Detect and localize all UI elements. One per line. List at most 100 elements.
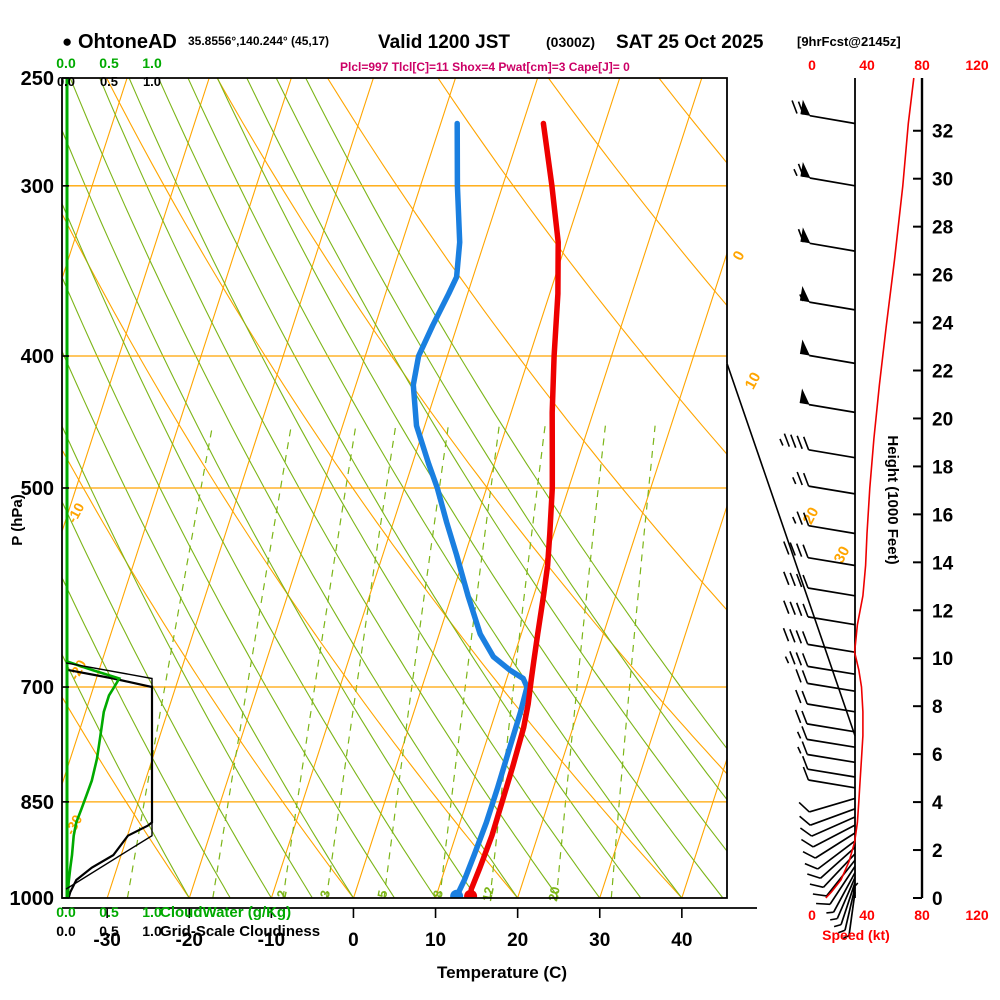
height-tick-label: 10 bbox=[932, 649, 953, 670]
wind-barb bbox=[779, 433, 856, 459]
moist-adiabat-line bbox=[62, 202, 436, 898]
height-tick-label: 18 bbox=[932, 457, 953, 478]
wind-barb bbox=[800, 824, 856, 848]
cloudiness-tick-label: 0.5 bbox=[99, 923, 119, 939]
height-axis-label: Height (1000 Feet) bbox=[884, 435, 901, 564]
moist-adiabat-line bbox=[128, 78, 601, 898]
mixing-ratio-label: 2 bbox=[274, 889, 290, 899]
isotherm-label: 0 bbox=[730, 248, 749, 263]
height-tick-label: 6 bbox=[932, 745, 943, 766]
mixing-ratio-line bbox=[325, 425, 397, 898]
mixing-ratio-label: 5 bbox=[374, 889, 390, 899]
wind-barb bbox=[838, 887, 856, 934]
temperature-curve bbox=[467, 120, 561, 898]
speed-tick-label: 40 bbox=[859, 907, 875, 923]
pressure-axis-label: P (hPa) bbox=[9, 494, 26, 545]
wind-barb bbox=[816, 865, 856, 906]
speed-tick-label: 120 bbox=[965, 907, 989, 923]
wind-barb bbox=[794, 709, 856, 733]
cloudwater-tick-label: 0.0 bbox=[56, 904, 76, 920]
cloudiness-axis-label: Grid-Scale Cloudiness bbox=[160, 923, 320, 940]
temperature-tick-label: 10 bbox=[425, 930, 446, 951]
dry-adiabat-line bbox=[990, 78, 1000, 898]
dry-adiabat-line bbox=[437, 78, 727, 456]
wind-barb bbox=[799, 286, 856, 311]
wind-barb bbox=[796, 726, 856, 749]
cloudwater-tick-label: 0.5 bbox=[99, 904, 119, 920]
height-tick-label: 16 bbox=[932, 505, 953, 526]
mixing-ratio-line bbox=[383, 425, 449, 898]
wind-barb bbox=[783, 571, 856, 597]
wind-barb bbox=[795, 689, 856, 713]
pressure-tick-label: 400 bbox=[21, 346, 54, 368]
mixing-ratio-line bbox=[489, 425, 546, 898]
pressure-tick-label: 700 bbox=[21, 677, 54, 699]
mixing-ratio-label: 20 bbox=[545, 885, 563, 902]
speed-tick-label-top: 80 bbox=[914, 57, 930, 73]
moist-adiabat-line bbox=[62, 424, 313, 898]
cloudwater-tick-label-top: 0.0 bbox=[56, 55, 76, 71]
speed-axis-label: Speed (kt) bbox=[822, 927, 890, 943]
pressure-tick-label: 250 bbox=[21, 68, 54, 90]
height-tick-label: 2 bbox=[932, 841, 943, 862]
moist-adiabat-line bbox=[99, 78, 560, 898]
wind-barb bbox=[783, 541, 856, 567]
height-tick-label: 12 bbox=[932, 601, 953, 622]
temperature-tick-label: 30 bbox=[589, 930, 610, 951]
isotherm-label: 30 bbox=[831, 544, 854, 567]
moist-adiabat-line bbox=[187, 78, 683, 898]
cloudiness-tick-label: 0.0 bbox=[56, 923, 76, 939]
wind-barb bbox=[792, 471, 856, 495]
wind-barb bbox=[826, 872, 856, 914]
wind-barb bbox=[791, 99, 856, 125]
isotherm-line bbox=[764, 78, 1000, 898]
wind-barb bbox=[802, 766, 856, 789]
cloudiness-profile bbox=[67, 668, 154, 899]
skew-boundary bbox=[726, 363, 856, 736]
moist-adiabat-line bbox=[275, 78, 727, 801]
speed-tick-label: 0 bbox=[808, 907, 816, 923]
valid-time: Valid 1200 JST bbox=[378, 32, 510, 53]
stability-parameters: Plcl=997 Tlcl[C]=11 Shox=4 Pwat[cm]=3 Ca… bbox=[340, 60, 630, 74]
cloudwater-tick-label: 1.0 bbox=[142, 904, 162, 920]
temperature-tick-label: -20 bbox=[176, 930, 203, 951]
cloudiness-tick-label-top: 0.0 bbox=[57, 74, 75, 89]
cloudwater-tick-label-top: 1.0 bbox=[142, 55, 162, 71]
temperature-tick-label: -30 bbox=[93, 930, 120, 951]
wind-barb bbox=[807, 846, 856, 880]
cloudiness-tick-label-top: 1.0 bbox=[143, 74, 161, 89]
wind-barb bbox=[792, 511, 856, 535]
height-tick-label: 0 bbox=[932, 889, 943, 910]
temperature-tick-label: 20 bbox=[507, 930, 528, 951]
pressure-tick-label: 300 bbox=[21, 176, 54, 198]
height-tick-label: 20 bbox=[932, 409, 953, 430]
dry-adiabat-line bbox=[216, 78, 727, 775]
cloudiness-tick-label-top: 0.5 bbox=[100, 74, 118, 89]
isotherm-line bbox=[599, 504, 727, 898]
wind-barb bbox=[852, 882, 859, 897]
speed-tick-label-top: 0 bbox=[808, 57, 816, 73]
wind-barb bbox=[797, 227, 856, 252]
wind-barb-column bbox=[779, 78, 859, 940]
station-coords: 35.8556°,140.244° (45,17) bbox=[188, 34, 329, 48]
cloudwater-tick-label-top: 0.5 bbox=[99, 55, 119, 71]
height-tick-label: 28 bbox=[932, 218, 953, 239]
sounding-curves bbox=[410, 120, 561, 898]
mixing-ratio-line bbox=[439, 425, 500, 898]
mixing-ratio-label: 12 bbox=[479, 885, 497, 902]
height-tick-label: 8 bbox=[932, 697, 943, 718]
moist-adiabat-line bbox=[157, 78, 642, 898]
moist-adiabat-line bbox=[62, 576, 231, 898]
height-tick-label: 22 bbox=[932, 362, 953, 383]
dry-adiabat-line bbox=[62, 695, 190, 898]
height-tick-label: 26 bbox=[932, 266, 953, 287]
wind-barb bbox=[799, 388, 856, 414]
mixing-ratio-line bbox=[212, 425, 292, 898]
dry-adiabat-line bbox=[327, 78, 727, 611]
wind-barb bbox=[793, 162, 856, 187]
wind-barb bbox=[842, 891, 856, 940]
height-tick-label: 32 bbox=[932, 122, 953, 143]
